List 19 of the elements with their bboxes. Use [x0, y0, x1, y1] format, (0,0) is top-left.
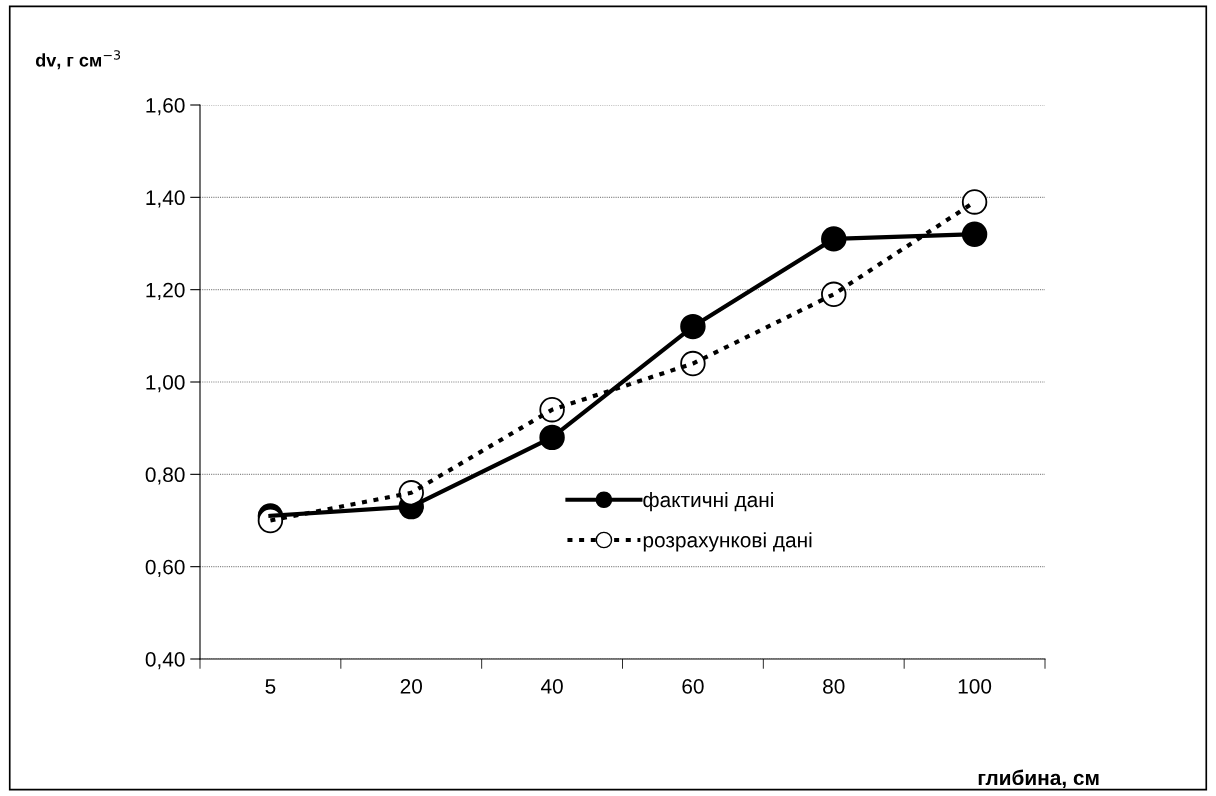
y-tick-label: 1,00 [146, 375, 185, 393]
point [961, 189, 988, 215]
y-tick-label: 0,60 [145, 559, 185, 577]
x-tick-label: 80 [823, 678, 845, 694]
x-tick-label: 100 [958, 678, 992, 694]
y-tick-label: 1,60 [146, 98, 185, 116]
y-axis-title: dv, г см$^{−3}$ [35, 50, 121, 70]
x-tick-label: 40 [540, 678, 563, 694]
legend-label: фактичні дані [643, 491, 773, 512]
x-tick-label: 20 [400, 678, 423, 694]
x-tick-label: 5 [265, 679, 276, 694]
y-tick-label: 0,40 [145, 652, 185, 670]
x-tick-label: 60 [682, 678, 704, 694]
x-axis-title: глибина, см [978, 769, 1099, 789]
legend-label: розрахункові дані [643, 532, 812, 552]
y-tick-label: 1,40 [146, 190, 185, 208]
point [821, 281, 847, 307]
y-tick-label: 1,20 [146, 282, 185, 300]
y-tick-label: 0,80 [145, 467, 185, 485]
